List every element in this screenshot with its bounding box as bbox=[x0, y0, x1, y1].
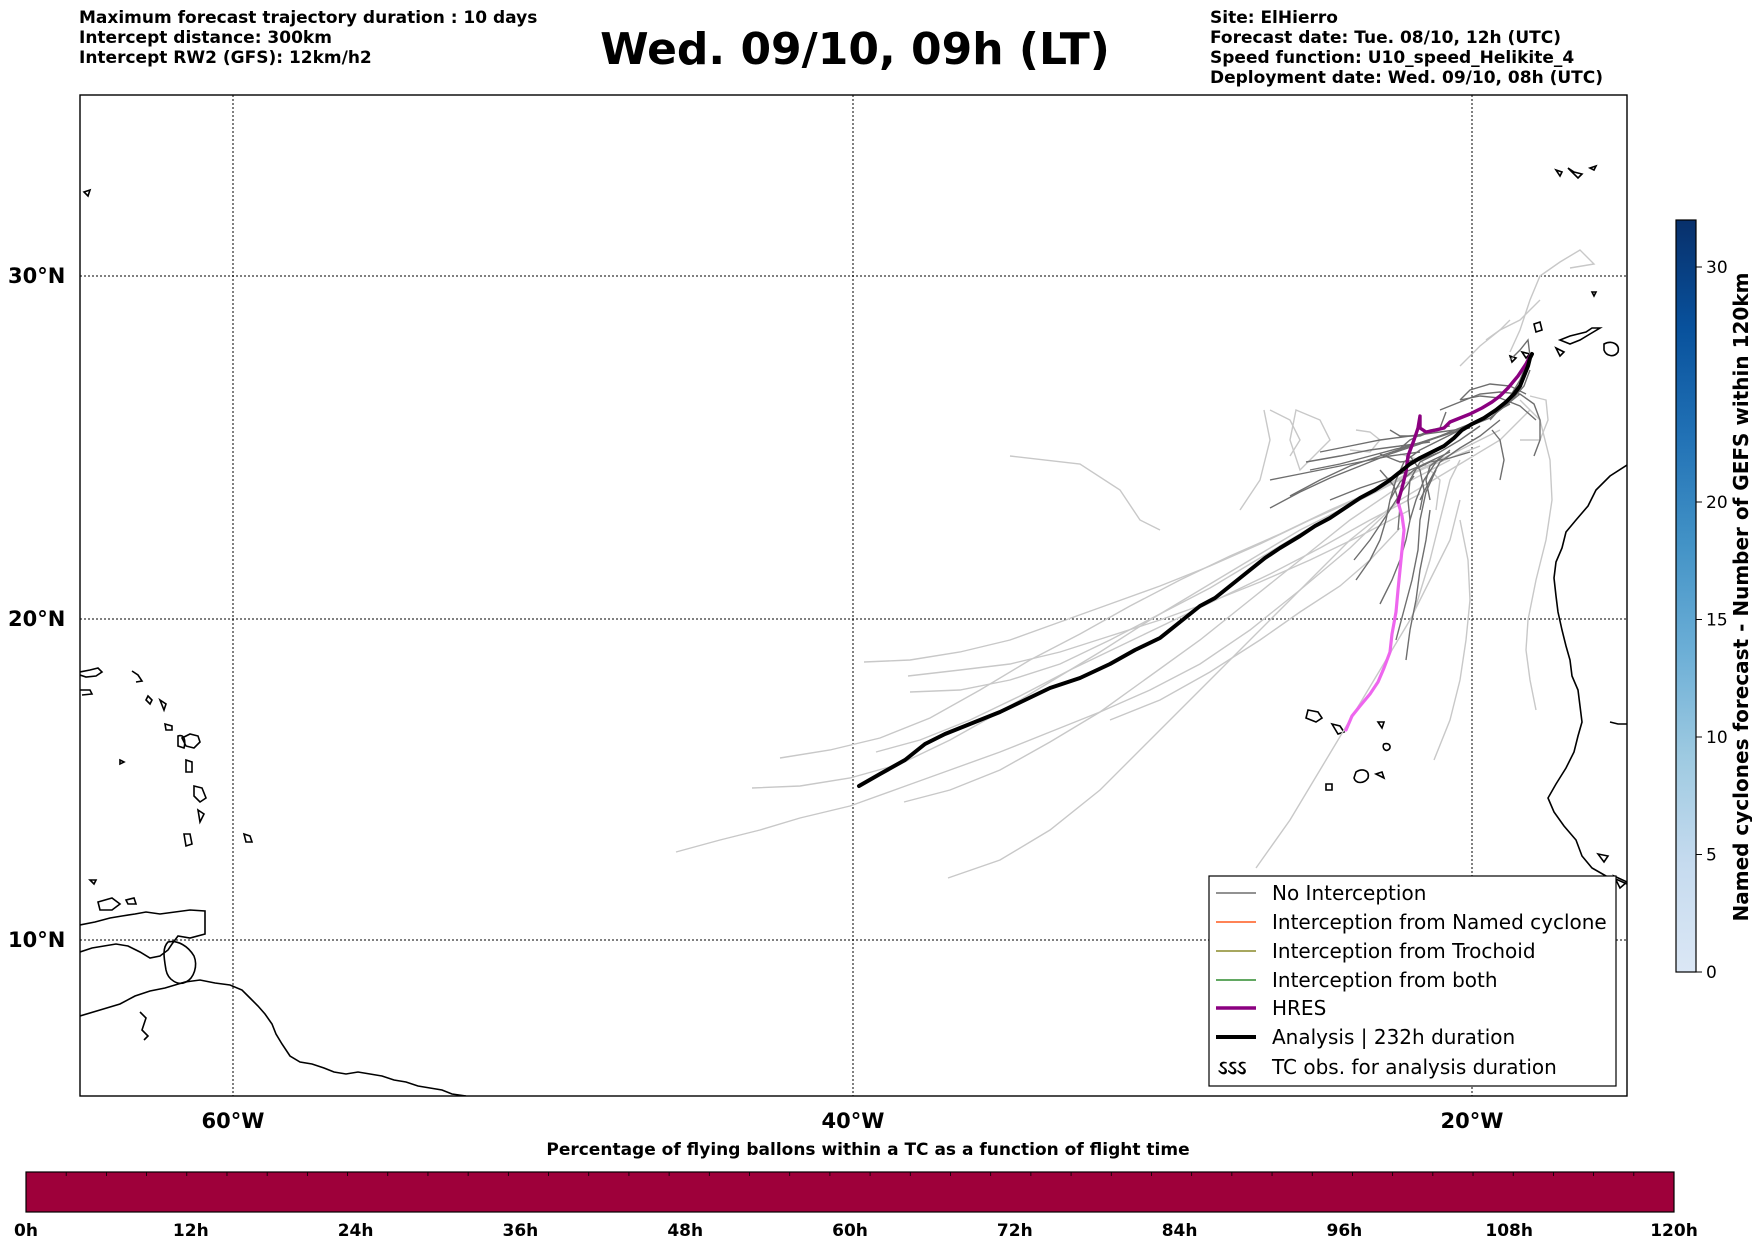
legend: No Interception Interception from Named … bbox=[1208, 875, 1617, 1087]
legend-label: Interception from Named cyclone bbox=[1272, 910, 1607, 934]
lon-label-60w: 60°W bbox=[202, 1109, 265, 1133]
legend-item-both: Interception from both bbox=[1216, 968, 1498, 992]
flight-time-bar: Percentage of flying ballons within a TC… bbox=[14, 1140, 1698, 1241]
time-bar-tick-label: 24h bbox=[338, 1221, 374, 1241]
time-bar-tick-label: 108h bbox=[1485, 1221, 1533, 1241]
deployment-date-text: Deployment date: Wed. 09/10, 08h (UTC) bbox=[1210, 68, 1604, 88]
legend-label: Interception from Trochoid bbox=[1272, 939, 1536, 963]
time-bar-tick-label: 120h bbox=[1650, 1221, 1698, 1241]
colorbar-frame bbox=[1675, 219, 1697, 973]
header-left-info: Maximum forecast trajectory duration : 1… bbox=[79, 8, 537, 68]
coastline-africa bbox=[1305, 164, 1627, 890]
legend-item-hres: HRES bbox=[1216, 996, 1326, 1020]
intercept-rw2-text: Intercept RW2 (GFS): 12km/h2 bbox=[79, 48, 372, 68]
forecast-date-text: Forecast date: Tue. 08/10, 12h (UTC) bbox=[1210, 28, 1561, 48]
legend-item-trochoid: Interception from Trochoid bbox=[1216, 939, 1536, 963]
time-bar-tick-label: 72h bbox=[997, 1221, 1033, 1241]
map-axis-labels: 30°N 20°N 10°N 60°W 40°W 20°W bbox=[8, 264, 1503, 1133]
legend-label: Analysis | 232h duration bbox=[1272, 1025, 1515, 1049]
colorbar-tick-label: 10 bbox=[1706, 728, 1728, 748]
time-bar-ticks: 0h 12h 24h 36h 48h 60h 72h 84h 96h 108h 120h bbox=[14, 1221, 1698, 1241]
legend-item-analysis: Analysis | 232h duration bbox=[1216, 1025, 1515, 1049]
colorbar-tick-label: 20 bbox=[1706, 493, 1728, 513]
legend-label: Interception from both bbox=[1272, 968, 1498, 992]
map-frame bbox=[79, 94, 1628, 1097]
header-right-info: Site: ElHierro Forecast date: Tue. 08/10… bbox=[1210, 8, 1603, 88]
colorbar-tick-label: 15 bbox=[1706, 611, 1728, 631]
site-text: Site: ElHierro bbox=[1210, 8, 1338, 28]
time-bar-tick-label: 96h bbox=[1327, 1221, 1363, 1241]
lon-label-20w: 20°W bbox=[1441, 1109, 1504, 1133]
legend-item-no-interception: No Interception bbox=[1216, 881, 1426, 905]
time-bar-segments bbox=[65, 1172, 1635, 1176]
time-bar-tick-label: 48h bbox=[667, 1221, 703, 1241]
legend-label: No Interception bbox=[1272, 881, 1426, 905]
lat-label-20n: 20°N bbox=[8, 607, 65, 631]
lat-label-30n: 30°N bbox=[8, 264, 65, 288]
speed-function-text: Speed function: U10_speed_Helikite_4 bbox=[1210, 48, 1575, 68]
lon-label-40w: 40°W bbox=[822, 1109, 885, 1133]
legend-box bbox=[1208, 875, 1617, 1087]
legend-item-named-cyclone: Interception from Named cyclone bbox=[1216, 910, 1607, 934]
analysis-trajectory bbox=[857, 352, 1534, 788]
colorbar-tick-label: 30 bbox=[1706, 258, 1728, 278]
hres-trajectory bbox=[1344, 354, 1532, 732]
time-bar-tick-label: 0h bbox=[14, 1221, 38, 1241]
legend-label: TC obs. for analysis duration bbox=[1271, 1055, 1557, 1079]
time-bar-fill bbox=[26, 1172, 1674, 1212]
legend-label: HRES bbox=[1272, 996, 1326, 1020]
time-bar-frame bbox=[25, 1171, 1675, 1213]
time-bar-tick-label: 12h bbox=[173, 1221, 209, 1241]
time-bar-tick-label: 36h bbox=[503, 1221, 539, 1241]
legend-item-tc-obs: ઽઽઽ TC obs. for analysis duration bbox=[1218, 1055, 1557, 1079]
coastline-americas bbox=[80, 188, 467, 1096]
time-bar-tick-label: 60h bbox=[832, 1221, 868, 1241]
colorbar-tick-label: 0 bbox=[1706, 963, 1717, 983]
colorbar-fill bbox=[1676, 220, 1696, 972]
cyclone-colorbar: 0 5 10 15 20 30 Named cyclones forecast - Num… bbox=[1675, 219, 1752, 983]
time-bar-title: Percentage of flying ballons within a TC… bbox=[546, 1140, 1189, 1160]
max-duration-text: Maximum forecast trajectory duration : 1… bbox=[79, 8, 538, 28]
cyclone-icon: ઽઽઽ bbox=[1218, 1057, 1247, 1079]
intercept-distance-text: Intercept distance: 300km bbox=[79, 28, 332, 48]
time-bar-tick-label: 84h bbox=[1162, 1221, 1198, 1241]
colorbar-ticks: 0 5 10 15 20 30 bbox=[1696, 258, 1728, 983]
lat-label-10n: 10°N bbox=[8, 928, 65, 952]
colorbar-title: Named cyclones forecast - Number of GEFS… bbox=[1729, 273, 1752, 922]
page-title: Wed. 09/10, 09h (LT) bbox=[600, 24, 1110, 75]
colorbar-tick-label: 5 bbox=[1706, 846, 1717, 866]
